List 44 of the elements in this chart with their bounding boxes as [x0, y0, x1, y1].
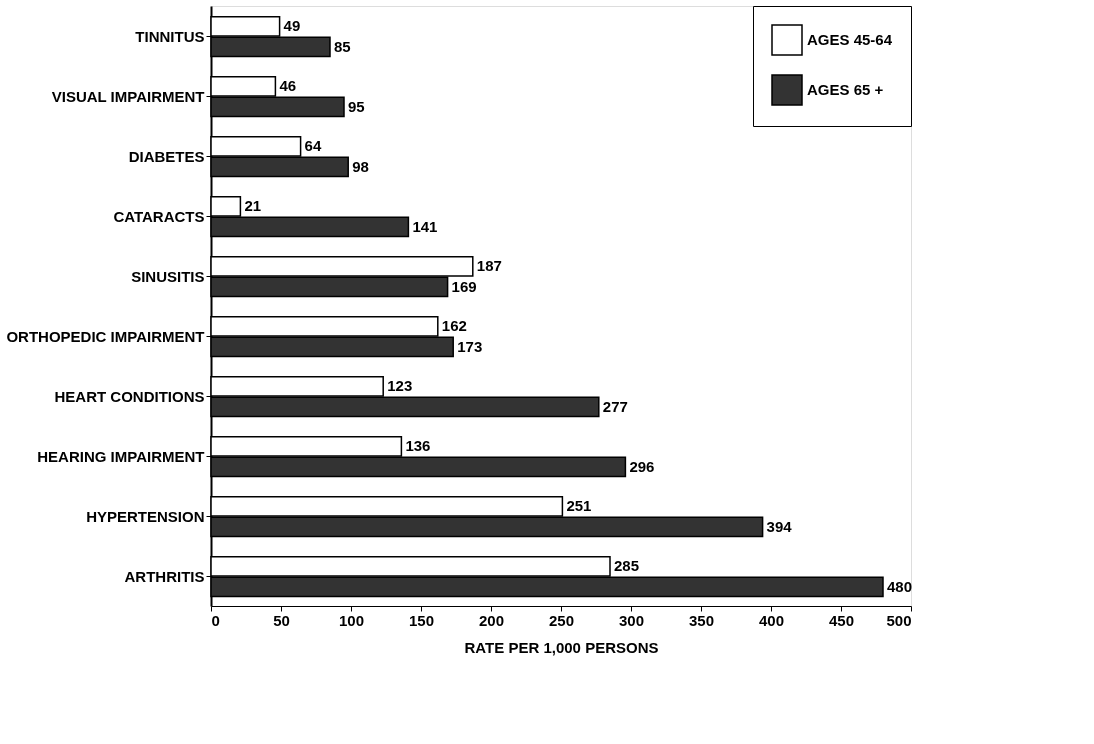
data-label: 277: [602, 397, 628, 415]
y-tick-label: SINUSITIS: [131, 267, 205, 285]
data-label: 285: [614, 557, 640, 575]
data-label: 85: [334, 37, 351, 55]
x-tick-label: 350: [688, 611, 715, 629]
y-tick-label: HYPERTENSION: [86, 507, 205, 525]
data-label: 64: [304, 137, 322, 155]
data-label: 141: [412, 217, 438, 235]
y-tick-label: DIABETES: [128, 147, 205, 165]
data-label: 251: [566, 497, 592, 515]
y-tick-label: HEART CONDITIONS: [54, 387, 205, 405]
data-label: 162: [441, 317, 467, 335]
y-tick-label: HEARING IMPAIRMENT: [37, 447, 205, 465]
data-label: 49: [283, 17, 301, 35]
x-tick-label: 200: [478, 611, 505, 629]
x-tick-label: 500: [886, 611, 912, 629]
data-label: 169: [451, 277, 477, 295]
x-tick-label: 250: [548, 611, 575, 629]
y-tick-label: TINNITUS: [135, 27, 205, 45]
x-axis-title: RATE PER 1,000 PERSONS: [464, 638, 659, 656]
x-tick-label: 100: [338, 611, 365, 629]
x-tick-label: 300: [618, 611, 645, 629]
legend-label: AGES 65 +: [807, 81, 884, 98]
data-label: 296: [629, 457, 655, 475]
data-label: 46: [279, 77, 297, 95]
x-tick-label: 400: [758, 611, 785, 629]
data-label: 173: [457, 337, 483, 355]
y-tick-label: VISUAL IMPAIRMENT: [51, 87, 205, 105]
x-tick-label: 50: [273, 611, 290, 629]
data-label: 123: [387, 377, 413, 395]
data-label: 136: [405, 437, 431, 455]
data-label: 394: [766, 517, 793, 535]
y-tick-label: ARTHRITIS: [124, 567, 205, 585]
y-tick-label: ORTHOPEDIC IMPAIRMENT: [6, 327, 205, 345]
data-label: 480: [887, 577, 913, 595]
data-label: 21: [244, 197, 262, 215]
x-tick-label: 0: [211, 611, 220, 629]
data-label: 187: [476, 257, 502, 275]
data-label: 95: [348, 97, 365, 115]
data-label: 98: [352, 157, 369, 175]
legend-label: AGES 45-64: [807, 31, 893, 48]
x-tick-label: 450: [828, 611, 855, 629]
y-tick-label: CATARACTS: [113, 207, 205, 225]
x-tick-label: 150: [408, 611, 435, 629]
